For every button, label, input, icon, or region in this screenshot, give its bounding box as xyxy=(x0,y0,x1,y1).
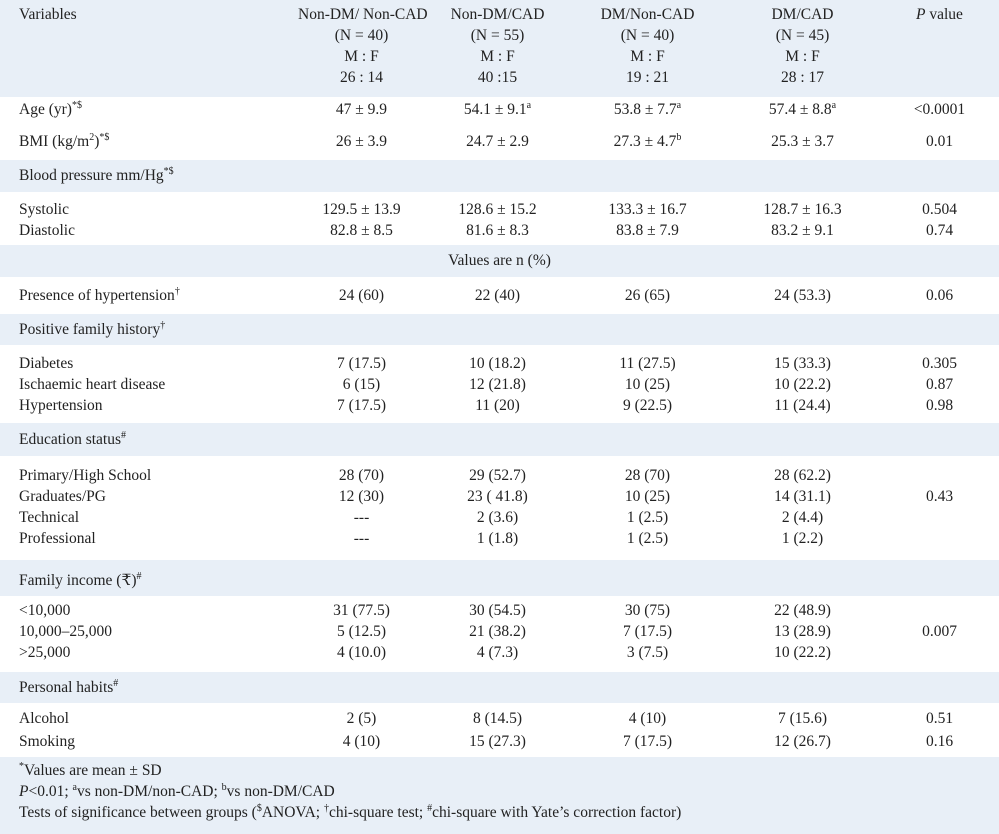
group-mf: M : F xyxy=(785,48,820,65)
section-habits-values: Alcohol 2 (5) 8 (14.5) 4 (10) 7 (15.6) 0… xyxy=(0,703,999,757)
section-education-heading: Education status# xyxy=(0,423,999,456)
section-bp-heading: Blood pressure mm/Hg*$ xyxy=(0,161,999,192)
section-income-values: <10,000 31 (77.5) 30 (54.5) 30 (75) 22 (… xyxy=(0,596,999,672)
group-name: Non-DM/ Non-CAD xyxy=(298,6,428,23)
values-note: Values are n (%) xyxy=(0,245,999,277)
header-pvalue: P value xyxy=(916,6,963,23)
group-n: (N = 40) xyxy=(620,27,675,44)
table-row: Presence of hypertension† 24 (60) 22 (40… xyxy=(19,285,954,304)
footnote-1: *Values are mean ± SD xyxy=(19,760,162,779)
table-row: Technical --- 2 (3.6) 1 (2.5) 2 (4.4) xyxy=(19,509,824,526)
table-row: Diastolic 82.8 ± 8.5 81.6 ± 8.3 83.8 ± 7… xyxy=(19,222,954,239)
section-age-bmi: Age (yr)*$ 47 ± 9.9 54.1 ± 9.1a 53.8 ± 7… xyxy=(0,97,999,160)
group-ratio: 19 : 21 xyxy=(625,69,670,86)
section-family-values: Diabetes 7 (17.5) 10 (18.2) 11 (27.5) 15… xyxy=(0,345,999,423)
group-name: DM/Non-CAD xyxy=(600,6,695,23)
group-n: (N = 55) xyxy=(470,27,525,44)
group-ratio: 40 :15 xyxy=(477,69,518,86)
table-row: Graduates/PG 12 (30) 23 ( 41.8) 10 (25) … xyxy=(19,488,954,505)
group-name: DM/CAD xyxy=(771,6,834,23)
table-row: Ischaemic heart disease 6 (15) 12 (21.8)… xyxy=(19,376,954,393)
footnote-2: P<0.01; avs non-DM/non-CAD; bvs non-DM/C… xyxy=(19,781,335,800)
table-row: Diabetes 7 (17.5) 10 (18.2) 11 (27.5) 15… xyxy=(19,355,957,372)
table-row: Primary/High School 28 (70) 29 (52.7) 28… xyxy=(19,467,831,484)
table-row: BMI (kg/m2)*$ 26 ± 3.9 24.7 ± 2.9 27.3 ±… xyxy=(19,131,954,150)
section-family-heading: Positive family history† xyxy=(0,314,999,345)
group-name: Non-DM/CAD xyxy=(450,6,545,23)
group-mf: M : F xyxy=(630,48,665,65)
section-habits-heading: Personal habits# xyxy=(0,672,999,703)
footnote-3: Tests of significance between groups ($A… xyxy=(19,802,682,821)
group-mf: M : F xyxy=(344,48,379,65)
table-row: Hypertension 7 (17.5) 11 (20) 9 (22.5) 1… xyxy=(19,397,954,414)
table-header: Variables Non-DM/ Non-CAD (N = 40) M : F… xyxy=(0,4,999,96)
section-hypertension: Presence of hypertension† 24 (60) 22 (40… xyxy=(0,277,999,314)
footnotes: *Values are mean ± SD P<0.01; avs non-DM… xyxy=(0,760,999,834)
section-bp-values: Systolic 129.5 ± 13.9 128.6 ± 15.2 133.3… xyxy=(0,192,999,245)
table-row: >25,000 4 (10.0) 4 (7.3) 3 (7.5) 10 (22.… xyxy=(19,644,831,661)
table-row: 10,000–25,000 5 (12.5) 21 (38.2) 7 (17.5… xyxy=(19,623,957,640)
table-row: Smoking 4 (10) 15 (27.3) 7 (17.5) 12 (26… xyxy=(19,733,954,750)
table-row: Systolic 129.5 ± 13.9 128.6 ± 15.2 133.3… xyxy=(19,201,957,218)
section-education-values: Primary/High School 28 (70) 29 (52.7) 28… xyxy=(0,456,999,560)
section-income-heading: Family income (₹)# xyxy=(0,560,999,596)
group-n: (N = 40) xyxy=(334,27,389,44)
table-row: <10,000 31 (77.5) 30 (54.5) 30 (75) 22 (… xyxy=(19,602,831,619)
group-n: (N = 45) xyxy=(775,27,830,44)
header-variables: Variables xyxy=(19,6,77,23)
table-row: Professional --- 1 (1.8) 1 (2.5) 1 (2.2) xyxy=(19,530,824,547)
group-mf: M : F xyxy=(480,48,515,65)
group-ratio: 26 : 14 xyxy=(339,69,384,86)
group-ratio: 28 : 17 xyxy=(780,69,825,86)
table-row: Alcohol 2 (5) 8 (14.5) 4 (10) 7 (15.6) 0… xyxy=(19,710,954,727)
table-row: Age (yr)*$ 47 ± 9.9 54.1 ± 9.1a 53.8 ± 7… xyxy=(19,99,966,118)
